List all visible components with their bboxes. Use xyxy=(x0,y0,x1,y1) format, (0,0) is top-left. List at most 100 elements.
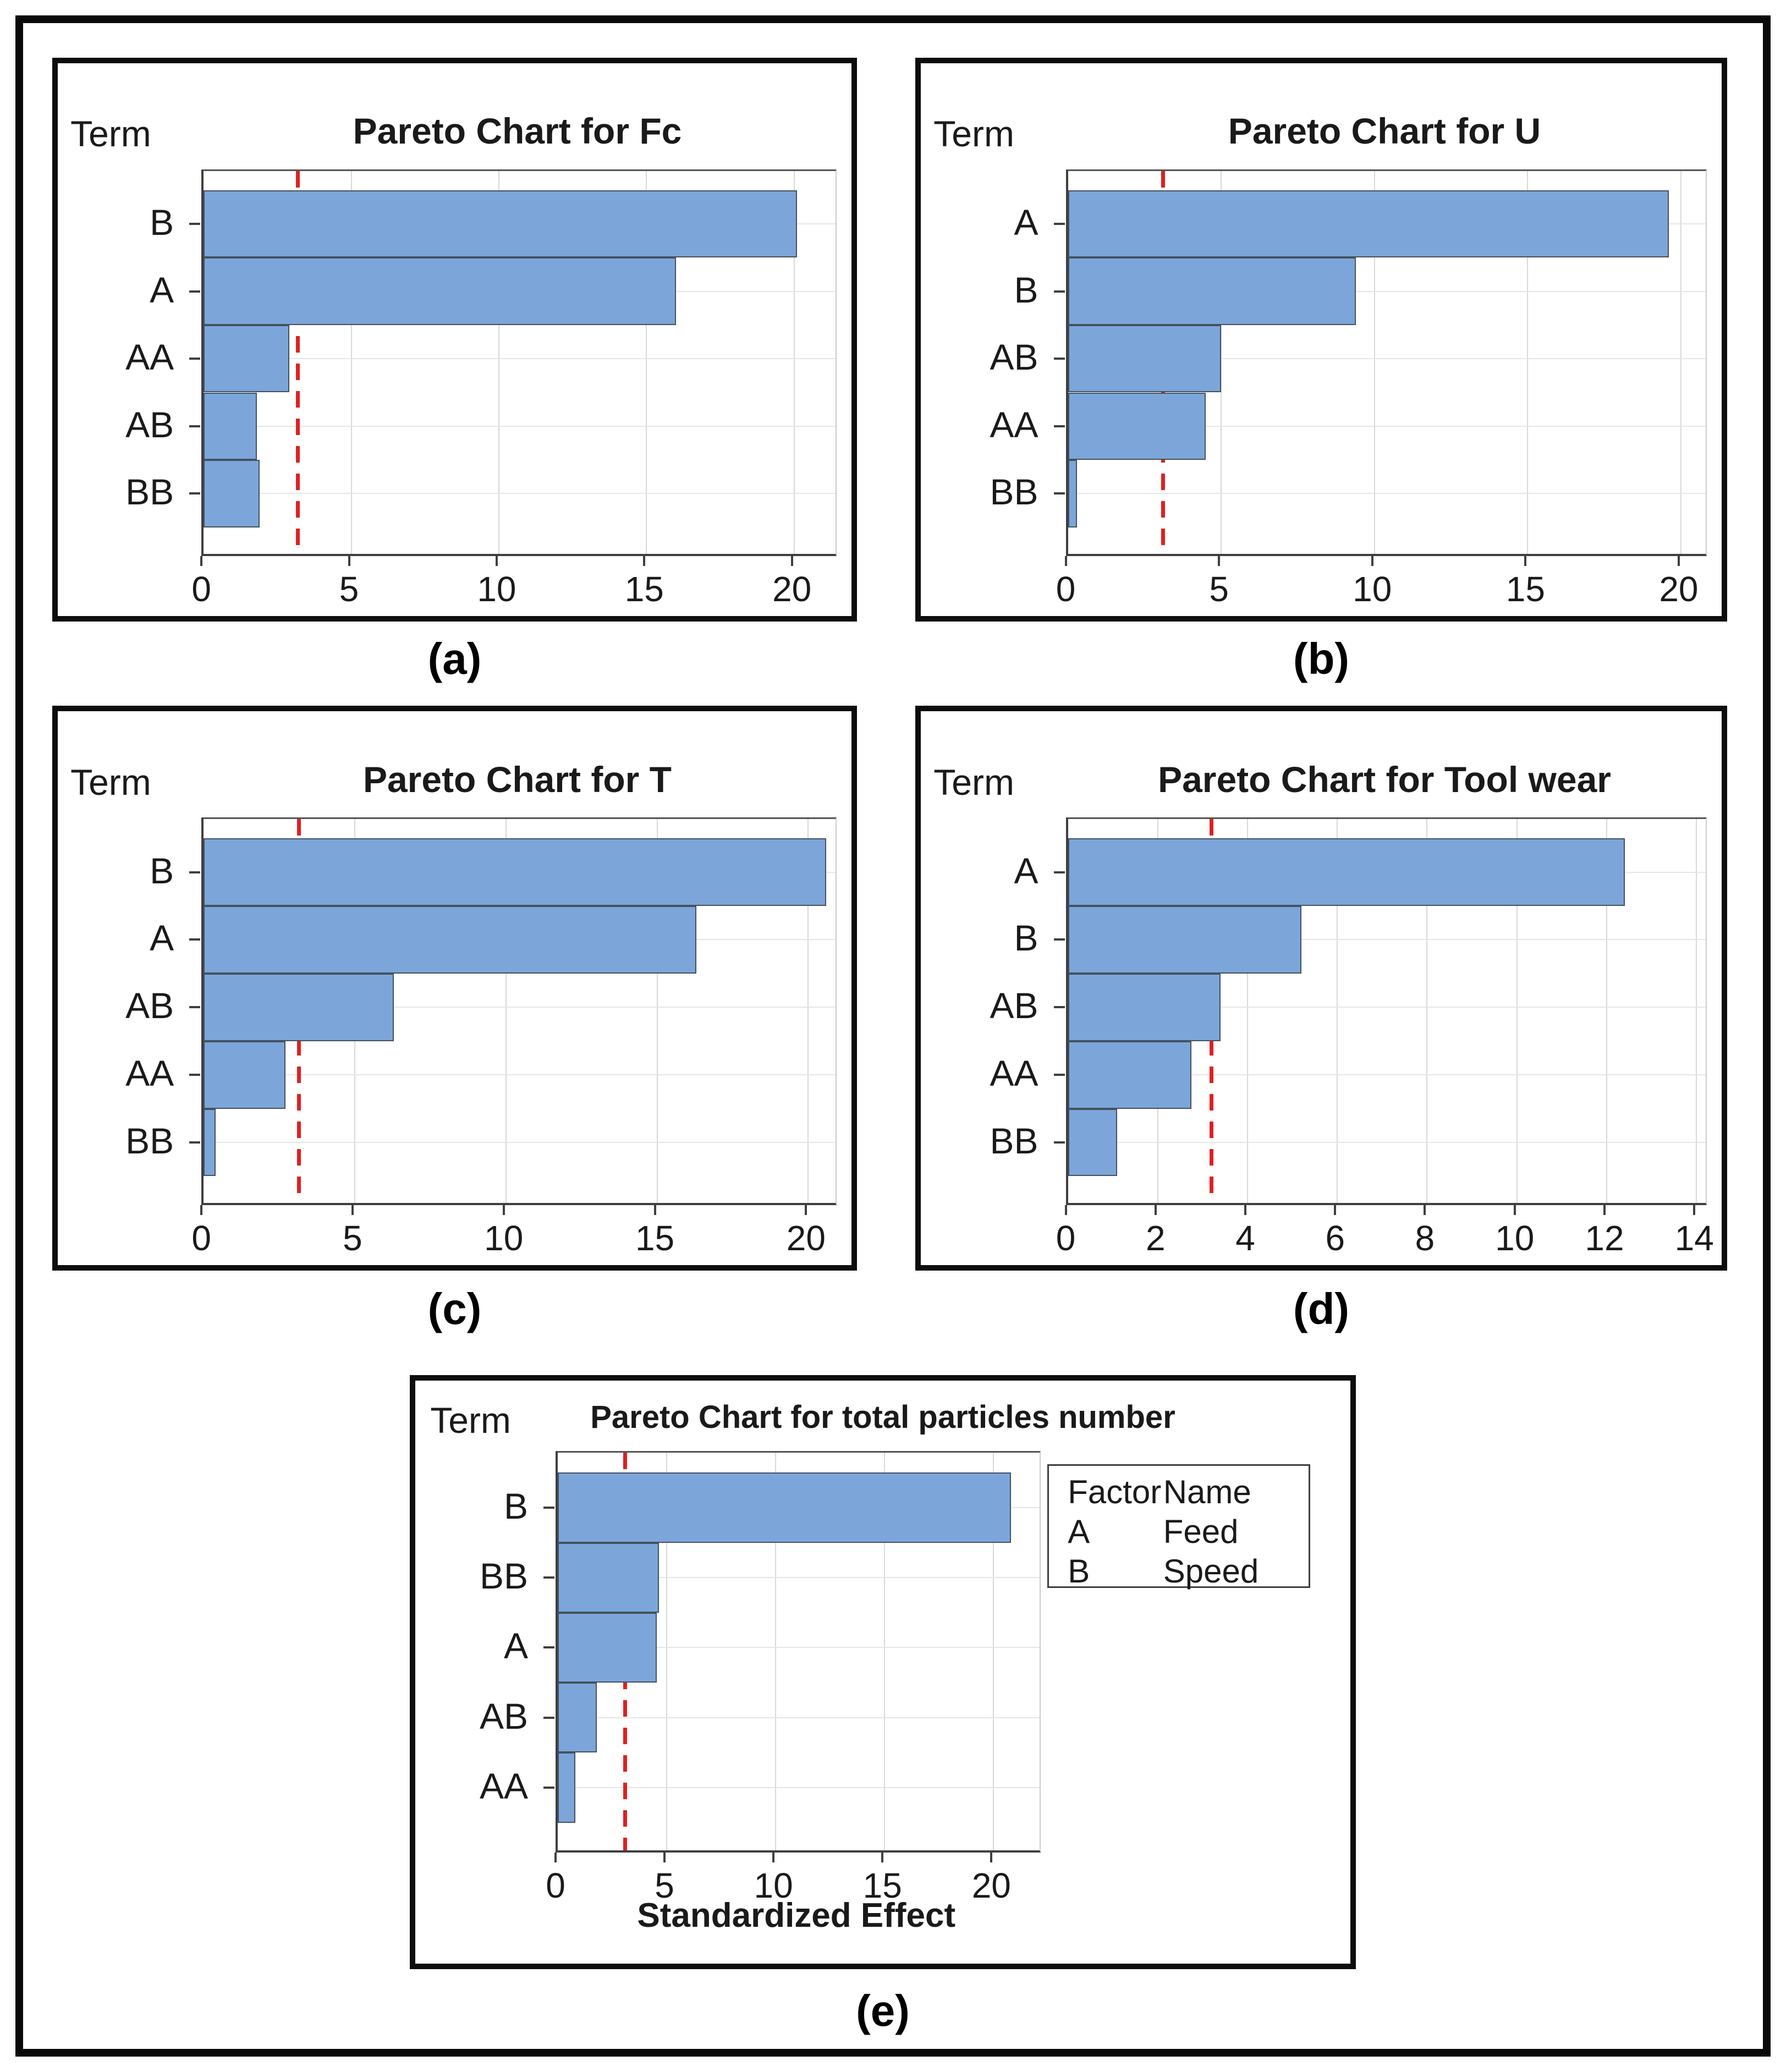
x-tick-label: 10 xyxy=(754,1866,793,1906)
x-tick xyxy=(1693,1205,1696,1216)
term-label-AA: AA xyxy=(479,1765,528,1806)
bar-A xyxy=(204,257,676,325)
x-tick xyxy=(1064,1205,1067,1216)
term-label-AB: AB xyxy=(479,1695,528,1736)
x-tick xyxy=(200,556,203,567)
bar-A xyxy=(1068,838,1625,906)
gridline-vertical xyxy=(1527,171,1529,554)
bar-AA xyxy=(558,1752,575,1823)
x-tick-label: 20 xyxy=(971,1866,1011,1906)
y-axis-title: Term xyxy=(70,113,151,155)
gridline-horizontal xyxy=(1068,1007,1706,1008)
plot-area xyxy=(1053,169,1707,557)
y-axis-title: Term xyxy=(933,113,1014,155)
bar-A xyxy=(558,1612,657,1683)
term-label-AA: AA xyxy=(125,1053,174,1094)
term-label-BB: BB xyxy=(990,1120,1038,1161)
gridline-horizontal xyxy=(558,1787,1040,1788)
pareto-chart-total-particles: Term Pareto Chart for total particles num… xyxy=(410,1375,1356,1969)
term-label-A: A xyxy=(150,917,174,959)
x-tick xyxy=(653,1205,656,1216)
y-tick xyxy=(543,1786,554,1789)
x-tick-label: 20 xyxy=(772,569,812,609)
plot-area xyxy=(1053,817,1707,1206)
x-tick xyxy=(1371,556,1373,567)
y-tick xyxy=(189,492,201,495)
chart-title: Pareto Chart for U xyxy=(1228,111,1541,152)
term-label-B: B xyxy=(150,850,174,891)
term-label-B: B xyxy=(503,1486,528,1527)
gridline-vertical xyxy=(656,819,658,1203)
gridline-vertical xyxy=(1247,819,1248,1203)
term-label-BB: BB xyxy=(479,1556,528,1597)
y-tick xyxy=(543,1576,554,1579)
x-tick xyxy=(1334,1205,1337,1216)
term-label-BB: BB xyxy=(990,471,1038,513)
gridline-vertical xyxy=(884,1453,886,1851)
caption-d: (d) xyxy=(1293,1284,1350,1333)
gridline-vertical xyxy=(1373,171,1375,554)
bar-AA xyxy=(1068,392,1206,460)
term-label-AA: AA xyxy=(990,404,1038,445)
gridline-vertical xyxy=(807,819,809,1203)
x-tick xyxy=(1064,556,1067,567)
gridline-vertical xyxy=(666,1453,668,1851)
gridline-vertical xyxy=(1337,819,1338,1203)
x-tick-label: 6 xyxy=(1325,1218,1345,1258)
term-label-A: A xyxy=(150,269,174,310)
y-tick xyxy=(189,871,201,873)
x-tick-label: 14 xyxy=(1674,1218,1714,1258)
bar-BB xyxy=(204,460,260,527)
bar-B xyxy=(1068,906,1301,974)
x-tick xyxy=(805,1205,807,1216)
x-tick-label: 8 xyxy=(1415,1218,1435,1258)
chart-title: Pareto Chart for Tool wear xyxy=(1158,759,1611,800)
gridline-horizontal xyxy=(1068,493,1706,494)
gridline-horizontal xyxy=(204,1074,836,1076)
x-tick-label: 20 xyxy=(1659,569,1699,609)
x-tick xyxy=(990,1853,993,1863)
bar-AB xyxy=(1068,325,1222,393)
gridline-horizontal xyxy=(204,358,836,360)
bar-B xyxy=(1068,257,1356,325)
term-label-AA: AA xyxy=(125,337,174,378)
bar-B xyxy=(204,838,827,906)
y-tick xyxy=(189,1141,201,1144)
y-tick xyxy=(189,290,201,293)
gridline-vertical xyxy=(505,819,507,1203)
gridline-horizontal xyxy=(558,1577,1040,1579)
y-axis-title: Term xyxy=(430,1399,511,1441)
gridline-vertical xyxy=(646,171,647,554)
bar-BB xyxy=(1068,460,1078,527)
legend-factor-B: B xyxy=(1068,1552,1090,1590)
y-tick xyxy=(543,1716,554,1719)
term-label-AA: AA xyxy=(990,1053,1038,1094)
caption-b: (b) xyxy=(1293,634,1350,683)
term-label-BB: BB xyxy=(125,1120,174,1161)
term-label-AB: AB xyxy=(990,337,1038,378)
gridline-horizontal xyxy=(558,1647,1040,1648)
caption-c: (c) xyxy=(427,1284,482,1333)
gridline-vertical xyxy=(350,171,352,554)
x-tick-label: 0 xyxy=(1056,569,1076,609)
term-label-A: A xyxy=(503,1625,528,1667)
y-tick xyxy=(189,938,201,941)
x-tick xyxy=(643,556,646,567)
x-tick-label: 15 xyxy=(635,1218,675,1258)
y-tick xyxy=(189,1074,201,1076)
y-tick xyxy=(1053,1006,1065,1009)
pareto-chart-t: Term Pareto Chart for T B A AB AA BB 0 5 10 15 20 xyxy=(52,706,857,1271)
x-tick xyxy=(200,1205,203,1216)
legend-name-Feed: Feed xyxy=(1163,1513,1239,1550)
reference-line xyxy=(296,171,300,554)
x-tick-label: 15 xyxy=(862,1866,902,1906)
x-tick xyxy=(663,1853,666,1863)
x-tick xyxy=(351,1205,354,1216)
term-label-AB: AB xyxy=(990,985,1038,1026)
x-tick-label: 10 xyxy=(477,569,516,609)
gridline-vertical xyxy=(498,171,499,554)
y-tick xyxy=(1053,425,1065,427)
bar-AB xyxy=(1068,973,1221,1041)
plot-area xyxy=(189,817,837,1206)
term-label-AB: AB xyxy=(125,404,174,445)
